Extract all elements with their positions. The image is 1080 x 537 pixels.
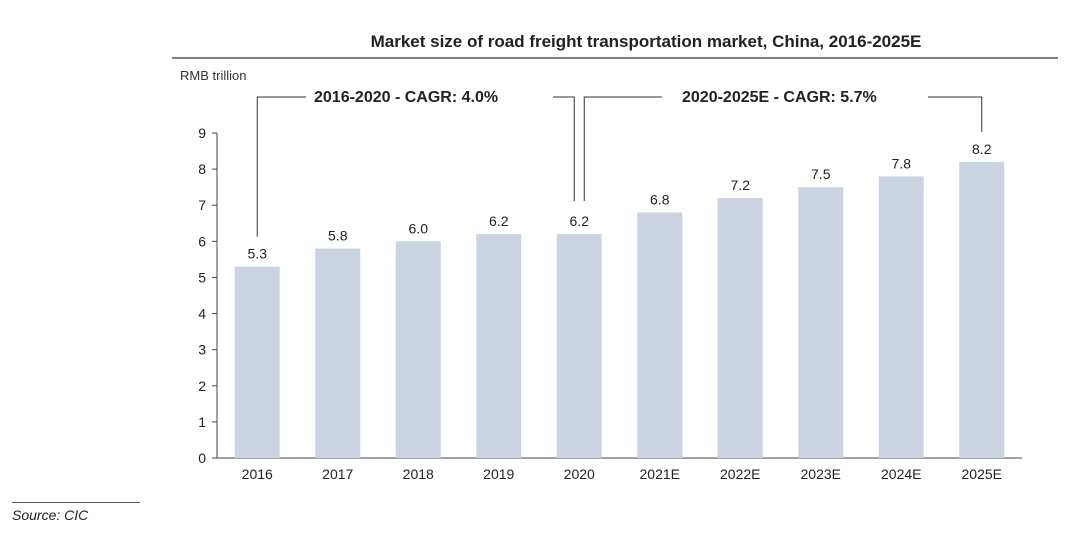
bar: [637, 212, 683, 458]
data-label: 5.3: [248, 246, 268, 262]
data-label: 6.0: [409, 220, 429, 236]
y-tick-label: 2: [198, 378, 206, 394]
x-tick-label: 2022E: [720, 466, 760, 482]
bar: [798, 187, 844, 458]
cagr-annotation-2: 2020-2025E - CAGR: 5.7%: [682, 89, 877, 106]
bar: [476, 234, 522, 458]
x-tick-label: 2023E: [801, 466, 841, 482]
y-tick-label: 3: [198, 342, 206, 358]
bar: [556, 234, 602, 458]
y-tick-label: 6: [198, 233, 206, 249]
x-tick-label: 2021E: [640, 466, 680, 482]
x-tick-label: 2025E: [962, 466, 1002, 482]
cagr-annotations: 2016-2020 - CAGR: 4.0% 2020-2025E - CAGR:…: [256, 89, 983, 237]
data-label: 6.2: [489, 213, 509, 229]
data-label: 7.5: [811, 166, 831, 182]
y-tick-label: 0: [198, 450, 206, 466]
x-axis-tick-labels: 2016 2017 2018 2019 2020 2021E 2022E 2023E 2024E…: [242, 466, 1002, 482]
data-label: 6.2: [570, 213, 590, 229]
cagr-bracket-1-right: [553, 96, 575, 202]
y-tick-label: 5: [198, 269, 206, 285]
bar: [395, 241, 441, 458]
bars: [234, 161, 1005, 459]
x-tick-label: 2017: [322, 466, 353, 482]
bar: [315, 248, 361, 458]
y-tick-label: 9: [198, 125, 206, 141]
bar: [878, 176, 924, 459]
data-label: 7.8: [892, 155, 912, 171]
bar: [234, 266, 280, 458]
y-tick-label: 4: [198, 306, 206, 322]
data-label: 7.2: [731, 177, 751, 193]
x-tick-label: 2020: [564, 466, 595, 482]
data-label: 5.8: [328, 228, 348, 244]
source-note: Source: CIC: [12, 502, 140, 523]
cagr-bracket-2-left: [583, 96, 662, 202]
y-axis-ticks: 0 1 2 3 4 5 6 7 8 9: [198, 125, 217, 466]
cagr-annotation-1: 2016-2020 - CAGR: 4.0%: [314, 89, 498, 106]
data-label: 6.8: [650, 191, 670, 207]
chart-title: Market size of road freight transportati…: [371, 32, 922, 51]
x-tick-label: 2024E: [881, 466, 921, 482]
cagr-bracket-2-right: [928, 96, 983, 132]
x-tick-label: 2018: [403, 466, 434, 482]
bar-chart: Market size of road freight transportati…: [172, 32, 1058, 482]
cagr-bracket-1-left: [256, 96, 306, 237]
data-label: 8.2: [972, 141, 992, 157]
y-axis-unit-label: RMB trillion: [180, 68, 246, 83]
value-labels: 5.3 5.8 6.0 6.2 6.2 6.8 7.2 7.5 7.8 8.2: [248, 141, 992, 262]
y-tick-label: 8: [198, 161, 206, 177]
bar: [717, 198, 763, 458]
x-tick-label: 2019: [483, 466, 514, 482]
x-tick-label: 2016: [242, 466, 273, 482]
y-tick-label: 1: [198, 414, 206, 430]
bar: [959, 161, 1005, 458]
y-tick-label: 7: [198, 197, 206, 213]
